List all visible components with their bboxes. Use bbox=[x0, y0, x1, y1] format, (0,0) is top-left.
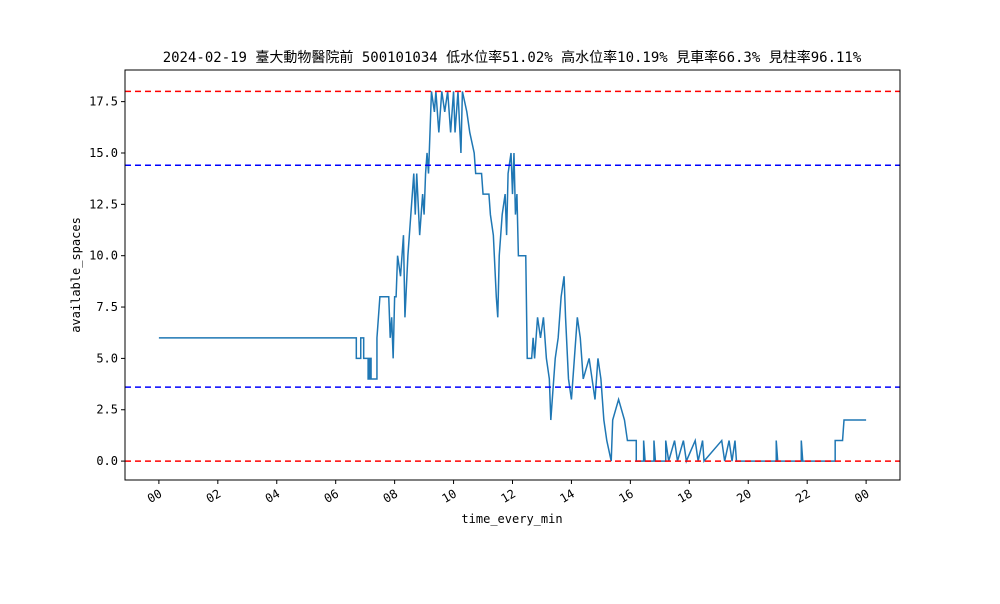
y-tick-label: 12.5 bbox=[89, 197, 118, 211]
y-tick-label: 10.0 bbox=[89, 249, 118, 263]
x-tick-label: 18 bbox=[675, 486, 695, 505]
x-tick-label: 08 bbox=[381, 486, 401, 505]
x-tick-label: 10 bbox=[440, 486, 460, 505]
x-tick-label: 16 bbox=[616, 486, 636, 505]
y-tick-label: 15.0 bbox=[89, 146, 118, 160]
x-tick-label: 14 bbox=[557, 486, 577, 505]
x-axis-label: time_every_min bbox=[461, 512, 562, 526]
x-tick-label: 22 bbox=[793, 486, 813, 505]
chart-title: 2024-02-19 臺大動物醫院前 500101034 低水位率51.02% … bbox=[163, 49, 862, 66]
y-axis-label: available_spaces bbox=[69, 217, 83, 333]
plot-frame bbox=[124, 69, 901, 481]
x-tick-label: 00 bbox=[145, 486, 165, 505]
data-line bbox=[158, 91, 867, 464]
x-tick-label: 04 bbox=[263, 486, 283, 505]
y-tick-label: 0.0 bbox=[96, 454, 118, 468]
x-tick-label: 00 bbox=[852, 486, 872, 505]
y-tick-label: 2.5 bbox=[96, 403, 118, 417]
x-tick-label: 02 bbox=[204, 486, 224, 505]
x-tick-label: 06 bbox=[322, 486, 342, 505]
y-tick-label: 5.0 bbox=[96, 351, 118, 365]
y-tick-label: 17.5 bbox=[89, 95, 118, 109]
y-tick-label: 7.5 bbox=[96, 300, 118, 314]
x-tick-label: 12 bbox=[498, 486, 518, 505]
x-tick-label: 20 bbox=[734, 486, 754, 505]
